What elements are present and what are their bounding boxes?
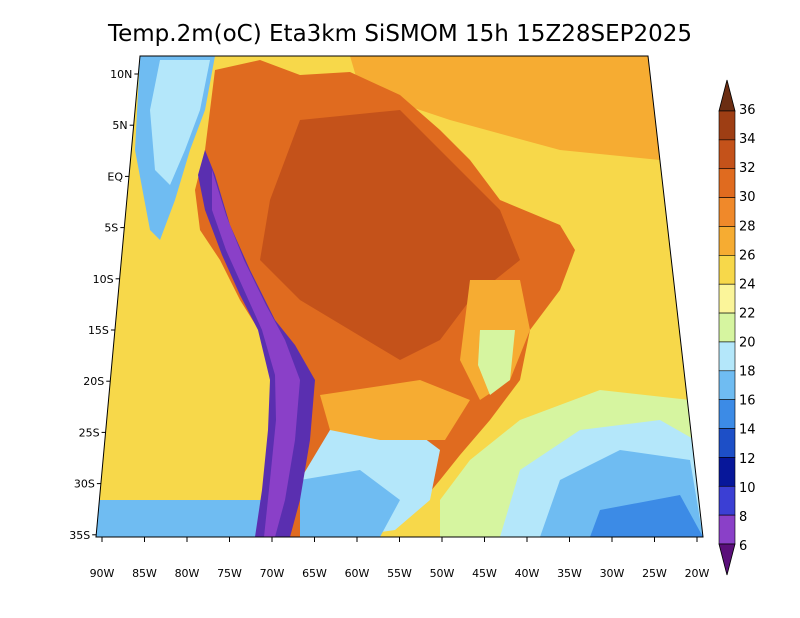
- colorbar-segment: [718, 283, 736, 314]
- lat-label: 15S: [88, 324, 109, 337]
- colorbar-segment: [718, 341, 736, 372]
- colorbar-label: 30: [739, 190, 756, 205]
- lon-label: 40W: [515, 567, 540, 580]
- lat-label: EQ: [107, 170, 123, 183]
- lat-label: 5S: [104, 222, 118, 235]
- pacific-cool-band: [150, 60, 210, 185]
- lat-label: 35S: [69, 529, 90, 542]
- colorbar-top-arrow: [718, 79, 736, 112]
- interior-very-hot: [260, 110, 520, 360]
- colorbar-bottom-arrow: [718, 543, 736, 576]
- colorbar-label: 28: [739, 219, 756, 234]
- minas-gerais-mild: [478, 330, 515, 395]
- colorbar-label: 24: [739, 277, 756, 292]
- colorbar-segment: [718, 312, 736, 343]
- colorbar-label: 10: [739, 481, 756, 496]
- map-title: Temp.2m(oC) Eta3km SiSMOM 15h 15Z28SEP20…: [107, 21, 692, 47]
- lat-label: 10S: [93, 273, 114, 286]
- lon-label: 30W: [600, 567, 625, 580]
- lon-label: 85W: [132, 567, 157, 580]
- colorbar-label: 6: [739, 539, 747, 554]
- chaco-warm: [320, 380, 470, 440]
- colorbar-segment: [718, 168, 736, 198]
- lon-label: 90W: [90, 567, 115, 580]
- colorbar-segment: [718, 457, 736, 487]
- north-atlantic-warm: [350, 56, 660, 160]
- colorbar-segment: [718, 428, 736, 458]
- lon-label: 80W: [175, 567, 200, 580]
- lat-label: 30S: [74, 478, 95, 491]
- colorbar-segment: [718, 255, 736, 285]
- colorbar-label: 16: [739, 394, 756, 409]
- colorbar-segment: [718, 197, 736, 227]
- colorbar-segment: [718, 399, 736, 429]
- lon-label: 50W: [430, 567, 455, 580]
- longitude-axis: 90W 85W 80W 75W 70W 65W 60W 55W 50W 45W 40W 35W 30W 2…: [90, 537, 710, 580]
- south-pacific-cool: [96, 500, 300, 537]
- colorbar-label: 12: [739, 452, 756, 467]
- colorbar-segment: [718, 370, 736, 400]
- colorbar-segment: [718, 139, 736, 170]
- andes-core-cold: [212, 170, 300, 537]
- lat-label: 10N: [110, 68, 132, 81]
- colorbar-label: 18: [739, 365, 756, 380]
- colorbar-segment: [718, 514, 736, 545]
- lon-label: 70W: [260, 567, 285, 580]
- colorbar-label: 26: [739, 248, 756, 263]
- lat-label: 25S: [79, 426, 100, 439]
- pampas-cool: [300, 470, 400, 537]
- colorbar-segment: [718, 485, 736, 516]
- colorbar-label: 36: [739, 103, 756, 118]
- lon-label: 60W: [345, 567, 370, 580]
- temperature-field: [96, 56, 703, 537]
- colorbar-label: 20: [739, 336, 756, 351]
- lon-label: 55W: [387, 567, 412, 580]
- lon-label: 20W: [685, 567, 710, 580]
- lon-label: 25W: [642, 567, 667, 580]
- lat-label: 5N: [112, 119, 127, 132]
- colorbar: 36 34 32 30 28 26 24 22 20 18 16 14 12 10 8 6: [718, 79, 756, 576]
- lon-label: 35W: [557, 567, 582, 580]
- map-frame: [95, 55, 704, 538]
- lon-label: 75W: [217, 567, 242, 580]
- lon-label: 45W: [472, 567, 497, 580]
- colorbar-label: 22: [739, 306, 756, 321]
- colorbar-label: 34: [739, 132, 756, 147]
- colorbar-label: 32: [739, 161, 756, 176]
- lat-label: 20S: [83, 375, 104, 388]
- colorbar-segment: [718, 226, 736, 256]
- colorbar-label: 14: [739, 423, 756, 438]
- south-atlantic-coldest: [590, 495, 703, 537]
- lon-label: 65W: [302, 567, 327, 580]
- latitude-axis: 10N 5N EQ 5S 10S 15S 20S 25S 30S 35S: [69, 68, 139, 542]
- colorbar-segment: [718, 110, 736, 141]
- colorbar-label: 8: [739, 510, 747, 525]
